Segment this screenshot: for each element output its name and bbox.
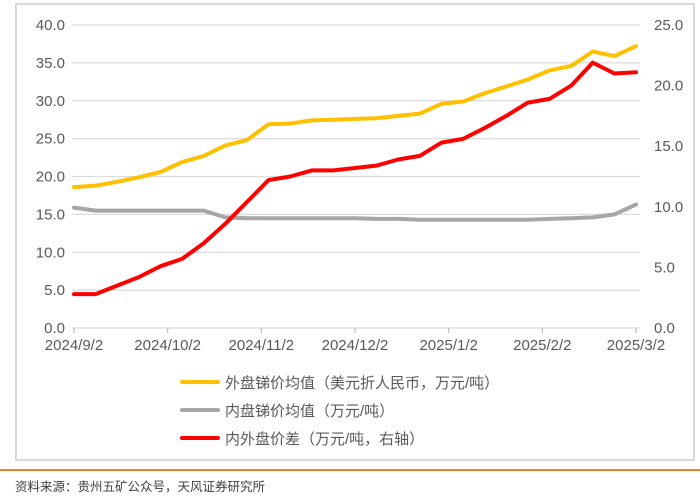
svg-text:2025/1/2: 2025/1/2 xyxy=(419,337,477,354)
svg-text:0.0: 0.0 xyxy=(654,320,675,337)
source-note: 资料来源：贵州五矿公众号，天风证券研究所 xyxy=(15,480,266,494)
svg-text:25.0: 25.0 xyxy=(36,131,65,148)
svg-text:5.0: 5.0 xyxy=(44,282,65,299)
svg-text:25.0: 25.0 xyxy=(654,17,683,34)
svg-text:20.0: 20.0 xyxy=(654,78,683,95)
svg-text:10.0: 10.0 xyxy=(36,244,65,261)
svg-text:2025/2/2: 2025/2/2 xyxy=(513,337,571,354)
legend-line-icon xyxy=(180,380,220,384)
svg-text:15.0: 15.0 xyxy=(654,138,683,155)
svg-text:2024/12/2: 2024/12/2 xyxy=(322,337,389,354)
svg-text:20.0: 20.0 xyxy=(36,169,65,186)
legend-item-price-spread: 内外盘价差（万元/吨，右轴） xyxy=(180,424,499,452)
legend-label: 内盘锑价均值（万元/吨） xyxy=(225,402,395,420)
legend-label: 外盘锑价均值（美元折人民币，万元/吨） xyxy=(225,374,500,392)
legend-line-icon xyxy=(180,436,220,440)
svg-text:5.0: 5.0 xyxy=(654,259,675,276)
svg-text:0.0: 0.0 xyxy=(44,320,65,337)
svg-text:2024/10/2: 2024/10/2 xyxy=(134,337,201,354)
svg-text:2025/3/2: 2025/3/2 xyxy=(607,337,665,354)
svg-text:15.0: 15.0 xyxy=(36,206,65,223)
svg-text:40.0: 40.0 xyxy=(36,17,65,34)
legend-label: 内外盘价差（万元/吨，右轴） xyxy=(225,430,425,448)
chart-card: 0.0 5.0 10.0 15.0 20.0 25.0 30.0 35.0 40.0 0.0 5.0… xyxy=(15,3,695,461)
chart-plot: 0.0 5.0 10.0 15.0 20.0 25.0 30.0 35.0 40.0 0.0 5.0… xyxy=(36,17,683,354)
svg-text:2024/9/2: 2024/9/2 xyxy=(45,337,103,354)
legend-item-outer-price: 外盘锑价均值（美元折人民币，万元/吨） xyxy=(180,368,499,396)
svg-text:2024/11/2: 2024/11/2 xyxy=(229,337,295,354)
chart-legend: 外盘锑价均值（美元折人民币，万元/吨） 内盘锑价均值（万元/吨） 内外盘价差（万… xyxy=(180,368,499,452)
svg-text:30.0: 30.0 xyxy=(36,93,65,110)
svg-text:10.0: 10.0 xyxy=(654,199,683,216)
legend-item-domestic-price: 内盘锑价均值（万元/吨） xyxy=(180,396,499,424)
svg-text:35.0: 35.0 xyxy=(36,55,65,72)
section-divider xyxy=(0,469,700,471)
legend-line-icon xyxy=(180,408,220,412)
